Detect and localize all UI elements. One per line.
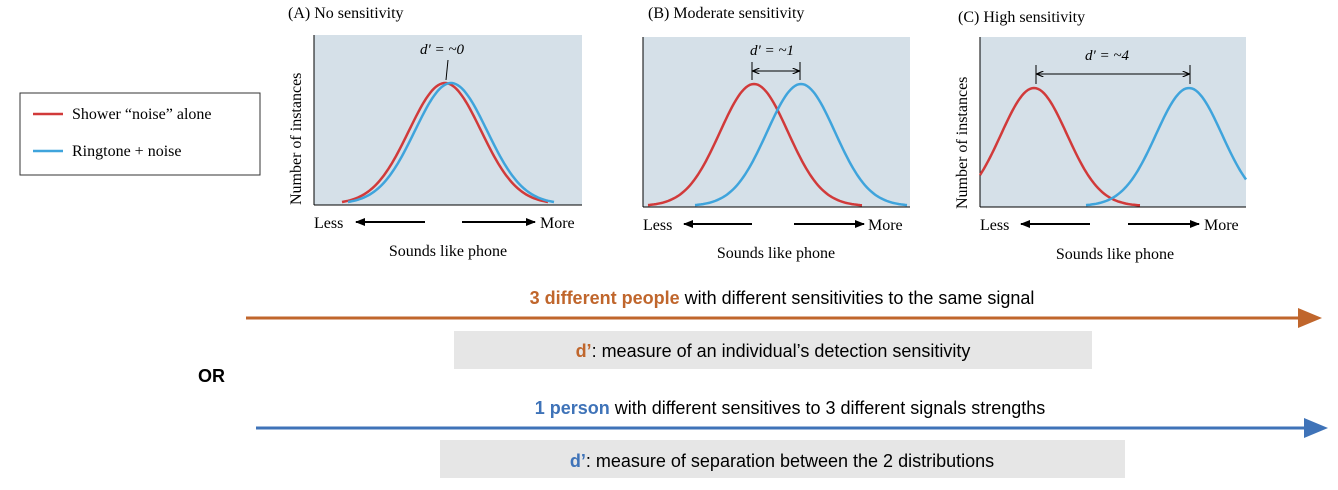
panel-b-dprime: d′ = ~1 (750, 43, 794, 59)
row-people-arrowhead (1298, 308, 1322, 328)
legend-signal-label: Ringtone + noise (72, 143, 181, 160)
row-people-box-desc: : measure of an individual’s detection s… (592, 341, 971, 361)
panel-c-dprime: d′ = ~4 (1085, 48, 1130, 64)
panel-a: (A) No sensitivity d′ = ~0 Number of ins… (288, 5, 582, 260)
panel-a-dprime-pointer (445, 59, 449, 81)
panel-b-noise-curve (647, 82, 863, 207)
panel-b-less: Less (643, 217, 672, 234)
panel-c-xlabel: Sounds like phone (1056, 246, 1174, 263)
panel-a-title: (A) No sensitivity (288, 5, 404, 22)
panel-c: (C) High sensitivity d′ = ~4 Number of i… (954, 9, 1248, 263)
panel-c-ylabel: Number of instances (954, 77, 971, 209)
row-person: 1 person with different sensitives to 3 … (256, 398, 1328, 478)
row-person-box-key: d’ (570, 451, 586, 471)
row-person-box (440, 440, 1125, 478)
panel-b-more: More (868, 217, 903, 234)
or-label: OR (198, 366, 225, 386)
row-person-box-text: d’: measure of separation between the 2 … (570, 451, 994, 471)
panel-a-signal-curve (347, 81, 555, 204)
panel-c-less: Less (980, 217, 1009, 234)
panel-a-dprime: d′ = ~0 (420, 42, 465, 58)
panel-c-plot-area (980, 37, 1246, 207)
legend-box (19, 92, 261, 176)
row-person-highlight: 1 person (535, 398, 610, 418)
panel-c-signal-curve (1085, 86, 1248, 207)
row-person-arrowhead (1304, 418, 1328, 438)
panel-b-title: (B) Moderate sensitivity (648, 5, 804, 22)
panel-c-more: More (1204, 217, 1239, 234)
row-people: 3 different people with different sensit… (246, 288, 1322, 369)
row-people-box (454, 331, 1092, 369)
row-people-rest: with different sensitivities to the same… (680, 288, 1035, 308)
legend-noise-label: Shower “noise” alone (72, 106, 212, 123)
panel-a-more: More (540, 215, 575, 232)
panel-c-title: (C) High sensitivity (958, 9, 1085, 26)
row-people-box-key: d’ (576, 341, 592, 361)
panel-a-ylabel: Number of instances (288, 73, 305, 205)
row-people-highlight: 3 different people (530, 288, 680, 308)
row-people-box-text: d’: measure of an individual’s detection… (576, 341, 971, 361)
legend: Shower “noise” alone Ringtone + noise (19, 92, 261, 176)
panel-c-noise-curve (978, 86, 1141, 207)
panel-b-xlabel: Sounds like phone (717, 245, 835, 262)
row-person-box-desc: : measure of separation between the 2 di… (586, 451, 994, 471)
row-people-caption: 3 different people with different sensit… (530, 288, 1035, 308)
panel-b: (B) Moderate sensitivity d′ = ~1 Less Mo… (642, 5, 910, 262)
panel-a-noise-curve (341, 81, 549, 204)
row-person-caption: 1 person with different sensitives to 3 … (535, 398, 1046, 418)
panel-a-xlabel: Sounds like phone (389, 243, 507, 260)
panel-a-less: Less (314, 215, 343, 232)
panel-b-plot-area (643, 37, 910, 207)
row-person-rest: with different sensitives to 3 different… (610, 398, 1046, 418)
panel-b-signal-curve (694, 82, 908, 207)
